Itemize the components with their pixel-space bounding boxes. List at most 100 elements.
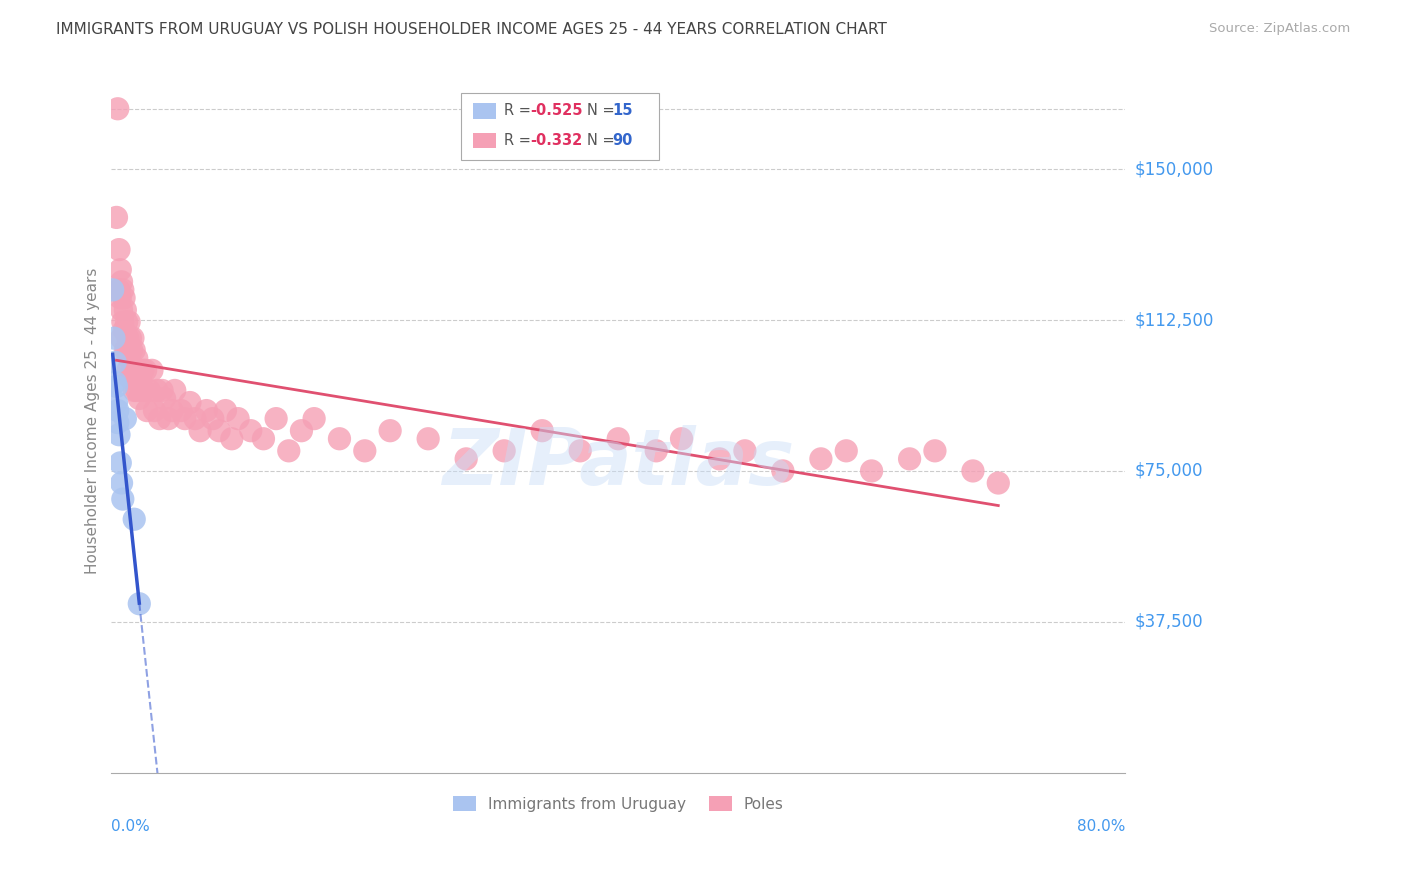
Point [153, 392, 176, 406]
Point [226, 411, 249, 425]
Point [111, 492, 134, 507]
Point [132, 363, 155, 377]
Point [418, 432, 440, 446]
Point [110, 291, 132, 305]
Text: 0.0%: 0.0% [111, 819, 150, 833]
Bar [474, 103, 495, 119]
Point [118, 315, 141, 329]
Point [494, 443, 516, 458]
Point [184, 411, 207, 425]
Point [201, 411, 224, 425]
Text: 90: 90 [612, 133, 633, 148]
Point [108, 243, 131, 257]
Point [150, 384, 173, 398]
Point [125, 384, 148, 398]
Point [138, 384, 160, 398]
Point [734, 443, 756, 458]
Point [328, 432, 350, 446]
Text: 80.0%: 80.0% [1077, 819, 1125, 833]
Point [108, 427, 131, 442]
Point [141, 363, 163, 377]
Point [924, 443, 946, 458]
Point [104, 376, 127, 390]
Text: Source: ZipAtlas.com: Source: ZipAtlas.com [1209, 22, 1350, 36]
Point [104, 355, 127, 369]
Point [103, 331, 125, 345]
Text: R =: R = [503, 133, 536, 148]
Point [124, 363, 146, 377]
Point [121, 343, 143, 358]
Point [160, 403, 183, 417]
Point [290, 424, 312, 438]
Text: R =: R = [503, 103, 536, 119]
Point [114, 343, 136, 358]
Point [148, 411, 170, 425]
Point [122, 384, 145, 398]
Text: IMMIGRANTS FROM URUGUAY VS POLISH HOUSEHOLDER INCOME AGES 25 - 44 YEARS CORRELAT: IMMIGRANTS FROM URUGUAY VS POLISH HOUSEH… [56, 22, 887, 37]
Text: $37,500: $37,500 [1135, 613, 1204, 631]
Point [112, 323, 135, 337]
Point [569, 443, 592, 458]
Point [195, 403, 218, 417]
Text: 15: 15 [612, 103, 633, 119]
Point [157, 411, 180, 425]
Point [107, 403, 129, 417]
Point [110, 262, 132, 277]
Legend: Immigrants from Uruguay, Poles: Immigrants from Uruguay, Poles [447, 789, 790, 818]
Point [146, 384, 169, 398]
Point [110, 275, 132, 289]
Point [214, 403, 236, 417]
Point [105, 211, 128, 225]
Y-axis label: Householder Income Ages 25 - 44 years: Householder Income Ages 25 - 44 years [86, 268, 100, 574]
Point [302, 411, 325, 425]
Point [378, 424, 401, 438]
Point [709, 451, 731, 466]
Point [110, 331, 132, 345]
Point [110, 456, 132, 470]
Text: $150,000: $150,000 [1135, 161, 1215, 178]
Point [125, 351, 148, 366]
Point [117, 331, 139, 345]
Bar [474, 133, 495, 148]
Text: ZIPatlas: ZIPatlas [441, 425, 794, 501]
Point [127, 363, 149, 377]
Point [671, 432, 693, 446]
Point [105, 379, 128, 393]
Point [179, 395, 201, 409]
Text: N =: N = [586, 133, 619, 148]
Point [105, 395, 128, 409]
Text: $112,500: $112,500 [1135, 311, 1215, 329]
Point [170, 403, 193, 417]
Point [110, 303, 132, 318]
Point [121, 363, 143, 377]
Point [456, 451, 478, 466]
Text: $75,000: $75,000 [1135, 462, 1204, 480]
Point [122, 371, 145, 385]
Point [129, 371, 152, 385]
Point [128, 597, 150, 611]
Point [174, 411, 197, 425]
Bar [461, 93, 659, 160]
Point [835, 443, 858, 458]
Point [277, 443, 299, 458]
Point [114, 411, 136, 425]
Point [264, 411, 287, 425]
Point [987, 475, 1010, 490]
Point [645, 443, 668, 458]
Point [122, 512, 145, 526]
Point [898, 451, 921, 466]
Point [110, 475, 132, 490]
Point [208, 424, 231, 438]
Point [108, 283, 131, 297]
Point [120, 371, 142, 385]
Point [134, 384, 156, 398]
Point [353, 443, 375, 458]
Point [101, 283, 124, 297]
Point [131, 384, 153, 398]
Point [772, 464, 794, 478]
Point [107, 416, 129, 430]
Point [114, 303, 136, 318]
Point [112, 291, 135, 305]
Point [221, 432, 243, 446]
Point [111, 315, 134, 329]
